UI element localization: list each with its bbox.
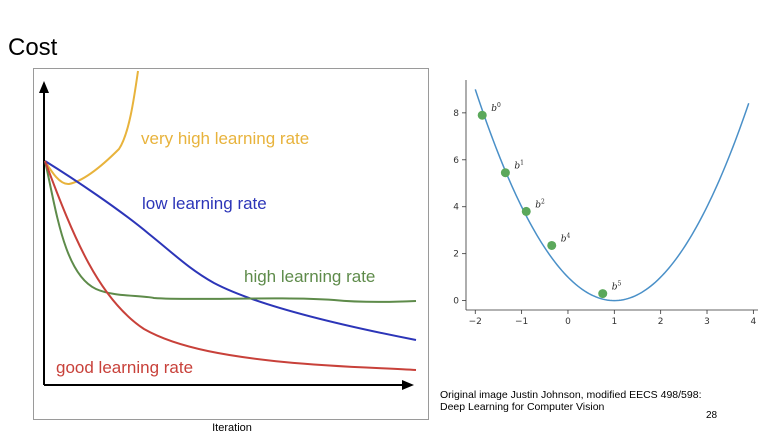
very-high-lr-curve bbox=[44, 70, 139, 185]
data-point bbox=[547, 240, 557, 250]
data-point bbox=[477, 110, 487, 120]
data-point bbox=[500, 168, 510, 178]
y-tick-label: 0 bbox=[453, 297, 459, 307]
good-lr-curve bbox=[44, 160, 417, 371]
y-tick-label: 2 bbox=[453, 250, 459, 260]
image-credit-caption: Original image Justin Johnson, modified … bbox=[440, 389, 750, 413]
data-point bbox=[521, 206, 531, 216]
data-point bbox=[598, 289, 608, 299]
high-lr-label: high learning rate bbox=[244, 267, 375, 286]
caption-line-1: Original image Justin Johnson, modified … bbox=[440, 389, 702, 401]
x-tick-label: 3 bbox=[704, 317, 710, 327]
x-tick-label: −2 bbox=[469, 317, 482, 327]
slide-title: Cost bbox=[8, 34, 58, 61]
point-label: b4 bbox=[561, 232, 571, 244]
x-tick-label: 1 bbox=[611, 317, 617, 327]
iteration-label: Iteration bbox=[212, 422, 252, 434]
point-label: b2 bbox=[535, 198, 545, 210]
caption-line-2: Deep Learning for Computer Vision bbox=[440, 401, 605, 413]
x-tick-label: −1 bbox=[515, 317, 528, 327]
loss-curves-svg: very high learning rate low learning rat… bbox=[39, 70, 417, 390]
x-tick-label: 2 bbox=[658, 317, 664, 327]
good-lr-label: good learning rate bbox=[56, 358, 193, 377]
iteration-axis-arrow-icon bbox=[402, 380, 414, 390]
high-lr-curve bbox=[44, 160, 417, 303]
loss-curves-diagram: very high learning rate low learning rat… bbox=[33, 68, 429, 434]
y-tick-label: 4 bbox=[453, 203, 459, 213]
plot-points: b0 b1 b2 b4 b5 bbox=[477, 102, 622, 299]
x-tick-label: 4 bbox=[750, 317, 756, 327]
page-number: 28 bbox=[706, 410, 718, 421]
y-tick-label: 6 bbox=[453, 156, 459, 166]
parabola-curve bbox=[474, 89, 750, 302]
low-lr-curve bbox=[44, 160, 417, 341]
parabola-plot: b0 b1 b2 b4 b5 −2 −1 0 1 2 3 4 0 2 4 6 8 bbox=[453, 80, 758, 327]
plot-axes bbox=[465, 80, 758, 311]
point-label: b5 bbox=[612, 281, 622, 293]
very-high-lr-label: very high learning rate bbox=[141, 129, 309, 148]
y-tick-label: 8 bbox=[453, 109, 459, 119]
plot-ticks: −2 −1 0 1 2 3 4 0 2 4 6 8 bbox=[453, 109, 756, 327]
x-tick-label: 0 bbox=[565, 317, 571, 327]
low-lr-label: low learning rate bbox=[142, 194, 267, 213]
cost-axis-arrow-icon bbox=[39, 81, 49, 93]
point-label: b0 bbox=[491, 102, 501, 114]
point-label: b1 bbox=[514, 160, 524, 172]
